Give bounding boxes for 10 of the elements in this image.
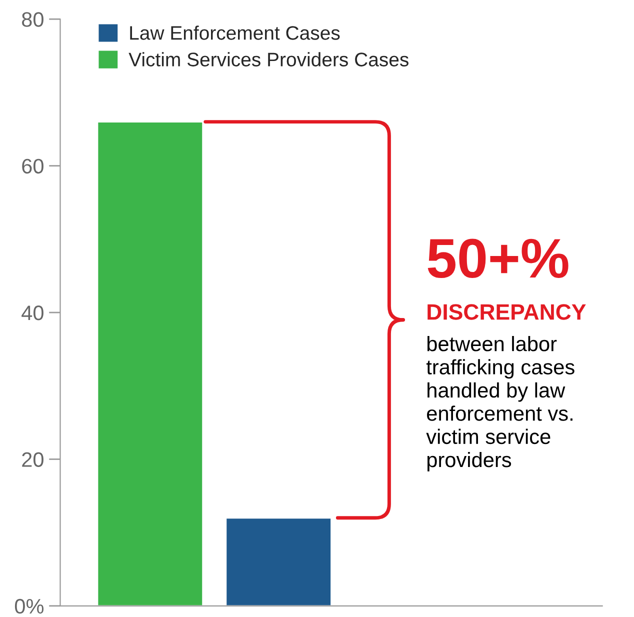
- legend-label: Victim Services Providers Cases: [128, 52, 408, 66]
- legend-label: Law Enforcement Cases: [130, 26, 340, 40]
- y-tick-label: 20: [22, 452, 44, 467]
- y-tick-label: 60: [22, 158, 44, 174]
- text: DISCREPANCY: [428, 304, 586, 320]
- y-tick-label: 0%: [14, 598, 44, 614]
- y-tick-label: 80: [22, 12, 44, 27]
- y-tick-label: 40: [22, 306, 44, 320]
- text: between labor trafficking cases handled by law enforcement vs. victim service providers: [426, 336, 574, 472]
- text: 50+%: [428, 238, 568, 278]
